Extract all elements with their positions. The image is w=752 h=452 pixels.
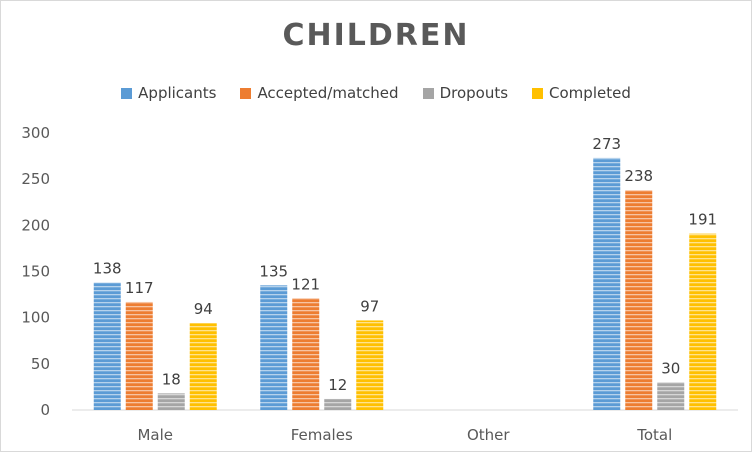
- data-label-dropouts-total: 30: [661, 359, 680, 377]
- bar-completed-total: [689, 233, 717, 410]
- y-tick-label: 300: [21, 124, 50, 142]
- legend-item-accepted: Accepted/matched: [240, 84, 399, 102]
- y-tick-label: 50: [31, 355, 50, 373]
- chart-title: CHILDREN: [282, 18, 470, 53]
- y-tick-label: 150: [21, 263, 50, 281]
- data-label-completed-male: 94: [194, 300, 213, 318]
- bar-accepted-matched-male: [125, 301, 153, 410]
- x-tick-label-females: Females: [291, 426, 353, 444]
- data-label-accepted-matched-females: 121: [291, 275, 320, 293]
- bar-accepted-matched-females: [292, 298, 320, 410]
- data-label-applicants-females: 135: [259, 262, 288, 280]
- legend-swatch-applicants: [121, 87, 133, 99]
- data-label-accepted-matched-total: 238: [624, 167, 653, 185]
- legend-label-accepted: Accepted/matched: [257, 84, 399, 102]
- legend-item-completed: Completed: [532, 84, 631, 102]
- bar-dropouts-total: [657, 382, 685, 410]
- data-label-dropouts-females: 12: [328, 376, 347, 394]
- bar-completed-females: [356, 320, 384, 410]
- data-label-applicants-male: 138: [93, 260, 122, 278]
- data-label-applicants-total: 273: [592, 135, 621, 153]
- legend-swatch-completed: [532, 87, 544, 99]
- data-label-completed-females: 97: [360, 297, 379, 315]
- y-tick-label: 100: [21, 309, 50, 327]
- bar-applicants-male: [93, 282, 121, 410]
- y-tick-label: 250: [21, 170, 50, 188]
- bar-applicants-total: [593, 157, 621, 410]
- bar-completed-male: [189, 323, 217, 410]
- data-label-completed-total: 191: [688, 211, 717, 229]
- legend-item-dropouts: Dropouts: [422, 84, 509, 102]
- bar-dropouts-male: [157, 393, 185, 410]
- legend-item-applicants: Applicants: [121, 84, 216, 102]
- y-tick-label: 200: [21, 216, 50, 234]
- legend-swatch-dropouts: [422, 87, 434, 99]
- legend-label-completed: Completed: [549, 84, 631, 102]
- data-label-accepted-matched-male: 117: [125, 279, 154, 297]
- x-tick-label-other: Other: [467, 426, 510, 444]
- legend-label-applicants: Applicants: [138, 84, 217, 102]
- bar-dropouts-females: [324, 398, 352, 410]
- legend-swatch-accepted: [240, 87, 252, 99]
- chart-legend: Applicants Accepted/matched Dropouts Com…: [0, 84, 752, 102]
- legend-label-dropouts: Dropouts: [439, 84, 509, 102]
- bar-applicants-females: [260, 285, 288, 410]
- bar-accepted-matched-total: [625, 190, 653, 410]
- data-label-dropouts-male: 18: [162, 370, 181, 388]
- y-tick-label: 0: [40, 401, 50, 419]
- x-tick-label-total: Total: [636, 426, 672, 444]
- x-tick-label-male: Male: [137, 426, 173, 444]
